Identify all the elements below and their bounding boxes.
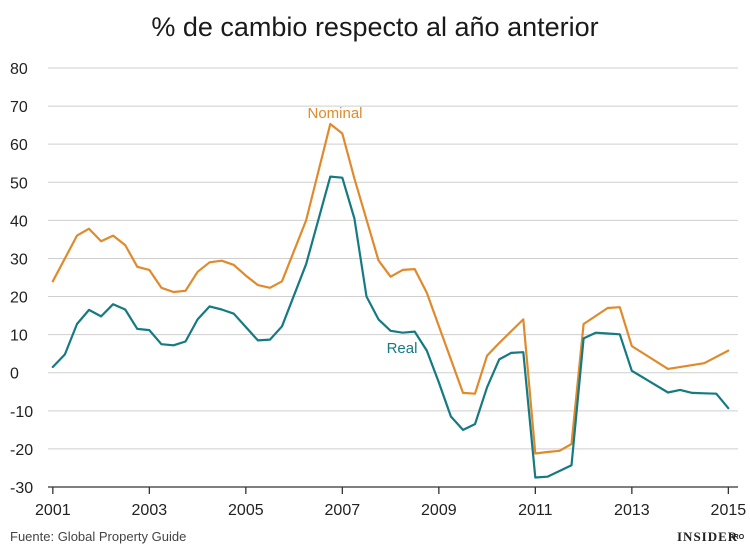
y-tick-label: 60 [10,137,28,154]
y-tick-label: -10 [10,404,33,421]
y-tick-label: 10 [10,328,28,345]
y-tick-label: 80 [10,61,28,78]
x-tick-label: 2015 [711,502,747,519]
x-tick-label: 2005 [228,502,264,519]
chart-title: % de cambio respecto al año anterior [151,12,598,42]
brand-suffix: PRO [729,534,745,541]
series-labels: Nominal Real [307,105,417,357]
x-axis: 2001 2003 2005 2007 2009 2011 2013 2015 [35,486,747,519]
y-tick-label: -30 [10,480,33,497]
y-tick-label: 30 [10,251,28,268]
series-label-real: Real [387,340,418,357]
y-tick-label: 0 [10,366,19,383]
x-tick-label: 2011 [518,502,553,519]
series-line-real [51,175,730,479]
y-tick-label: 70 [10,99,28,116]
brand-logo: INSIDER PRO [677,529,745,544]
gridlines [48,67,738,450]
brand-name: INSIDER [677,529,738,544]
series-lines [51,122,730,479]
y-tick-label: -20 [10,442,33,459]
y-tick-label: 50 [10,175,28,192]
source-note: Fuente: Global Property Guide [10,529,186,544]
x-tick-label: 2013 [614,502,650,519]
y-tick-label: 40 [10,213,28,230]
y-axis-ticks: 80 70 60 50 40 30 20 10 0 -10 -20 -30 [10,61,33,497]
series-label-nominal: Nominal [307,105,362,122]
x-tick-label: 2003 [132,502,168,519]
y-tick-label: 20 [10,290,28,307]
series-line-nominal [51,122,730,455]
x-tick-label: 2009 [421,502,457,519]
x-tick-label: 2007 [325,502,361,519]
x-tick-label: 2001 [35,502,71,519]
